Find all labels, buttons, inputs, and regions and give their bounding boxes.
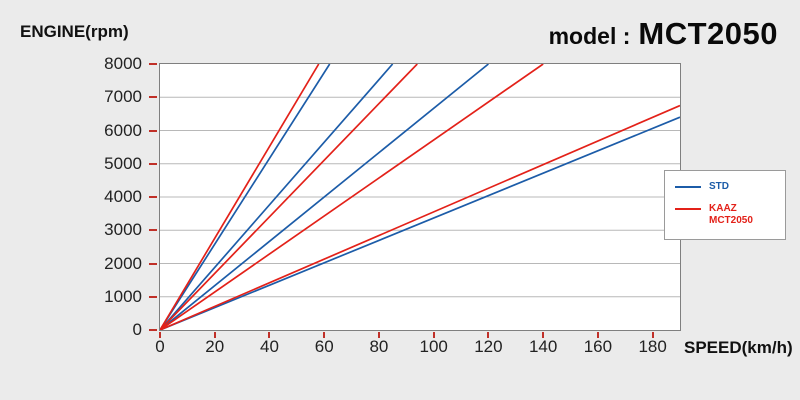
- y-tick-label: 4000: [104, 187, 142, 206]
- series-line-kaaz-mct2050: [160, 64, 320, 330]
- y-tick-label: 1000: [104, 286, 142, 306]
- y-tick-label: 5000: [104, 153, 142, 173]
- y-tick-label: 0: [132, 320, 142, 339]
- x-tick-mark: [432, 332, 435, 338]
- model-title-prefix: model :: [548, 23, 631, 49]
- series-line-std: [160, 64, 394, 330]
- series-line-kaaz-mct2050: [160, 104, 680, 330]
- plot-area: [159, 63, 681, 331]
- plot-svg: [160, 64, 680, 330]
- x-tick-label: 120: [474, 337, 503, 356]
- y-tick-label: 8000: [104, 54, 142, 73]
- y-tick-mark: [149, 229, 157, 232]
- series-line-std: [160, 116, 680, 330]
- x-axis-title: SPEED(km/h): [684, 338, 793, 357]
- x-tick-label: 160: [583, 337, 613, 356]
- y-tick-mark: [149, 329, 157, 331]
- y-tick-label: 3000: [104, 220, 142, 240]
- y-tick-mark: [149, 96, 157, 99]
- legend-line-kaaz: [675, 208, 701, 210]
- x-tick-label: 20: [205, 337, 225, 356]
- y-tick-label: 7000: [104, 87, 142, 107]
- y-tick-mark: [149, 162, 157, 165]
- legend-item-std: STD: [675, 181, 775, 193]
- x-tick-mark: [651, 332, 654, 338]
- model-title-name: MCT2050: [638, 16, 778, 51]
- x-tick-mark: [323, 332, 326, 338]
- x-tick-mark: [487, 332, 490, 338]
- y-tick-mark: [149, 196, 157, 198]
- x-tick-label: 60: [314, 337, 334, 356]
- y-tick-mark: [149, 295, 157, 298]
- y-axis-title: ENGINE(rpm): [20, 22, 129, 41]
- legend: STD KAAZ MCT2050: [664, 170, 786, 240]
- y-tick-mark: [149, 262, 157, 265]
- y-tick-mark: [149, 129, 157, 132]
- x-tick-label: 140: [528, 337, 558, 356]
- series-line-std: [160, 64, 489, 330]
- legend-label-kaaz: KAAZ MCT2050: [709, 203, 753, 226]
- legend-label-std: STD: [709, 181, 729, 192]
- series-line-std: [160, 64, 331, 330]
- x-tick-mark: [268, 332, 271, 338]
- x-tick-mark: [159, 332, 161, 338]
- x-tick-label: 40: [260, 337, 279, 356]
- legend-item-kaaz: KAAZ MCT2050: [675, 203, 775, 227]
- x-tick-mark: [377, 332, 380, 338]
- x-tick-mark: [213, 332, 216, 338]
- x-tick-label: 0: [155, 337, 165, 356]
- y-tick-label: 2000: [104, 253, 142, 273]
- x-tick-label: 100: [419, 337, 448, 356]
- x-tick-label: 80: [369, 337, 389, 356]
- y-tick-label: 6000: [104, 120, 142, 140]
- legend-line-std: [675, 186, 701, 188]
- model-title: model : MCT2050: [549, 16, 778, 52]
- x-tick-mark: [596, 332, 599, 338]
- series-line-kaaz-mct2050: [160, 64, 544, 330]
- x-tick-label: 180: [638, 337, 667, 356]
- y-tick-mark: [149, 63, 157, 65]
- x-tick-mark: [542, 332, 545, 338]
- series-line-kaaz-mct2050: [160, 64, 418, 330]
